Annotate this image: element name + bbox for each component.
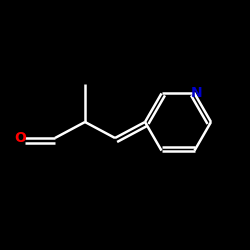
Text: N: N: [191, 86, 202, 101]
Text: O: O: [14, 131, 26, 145]
